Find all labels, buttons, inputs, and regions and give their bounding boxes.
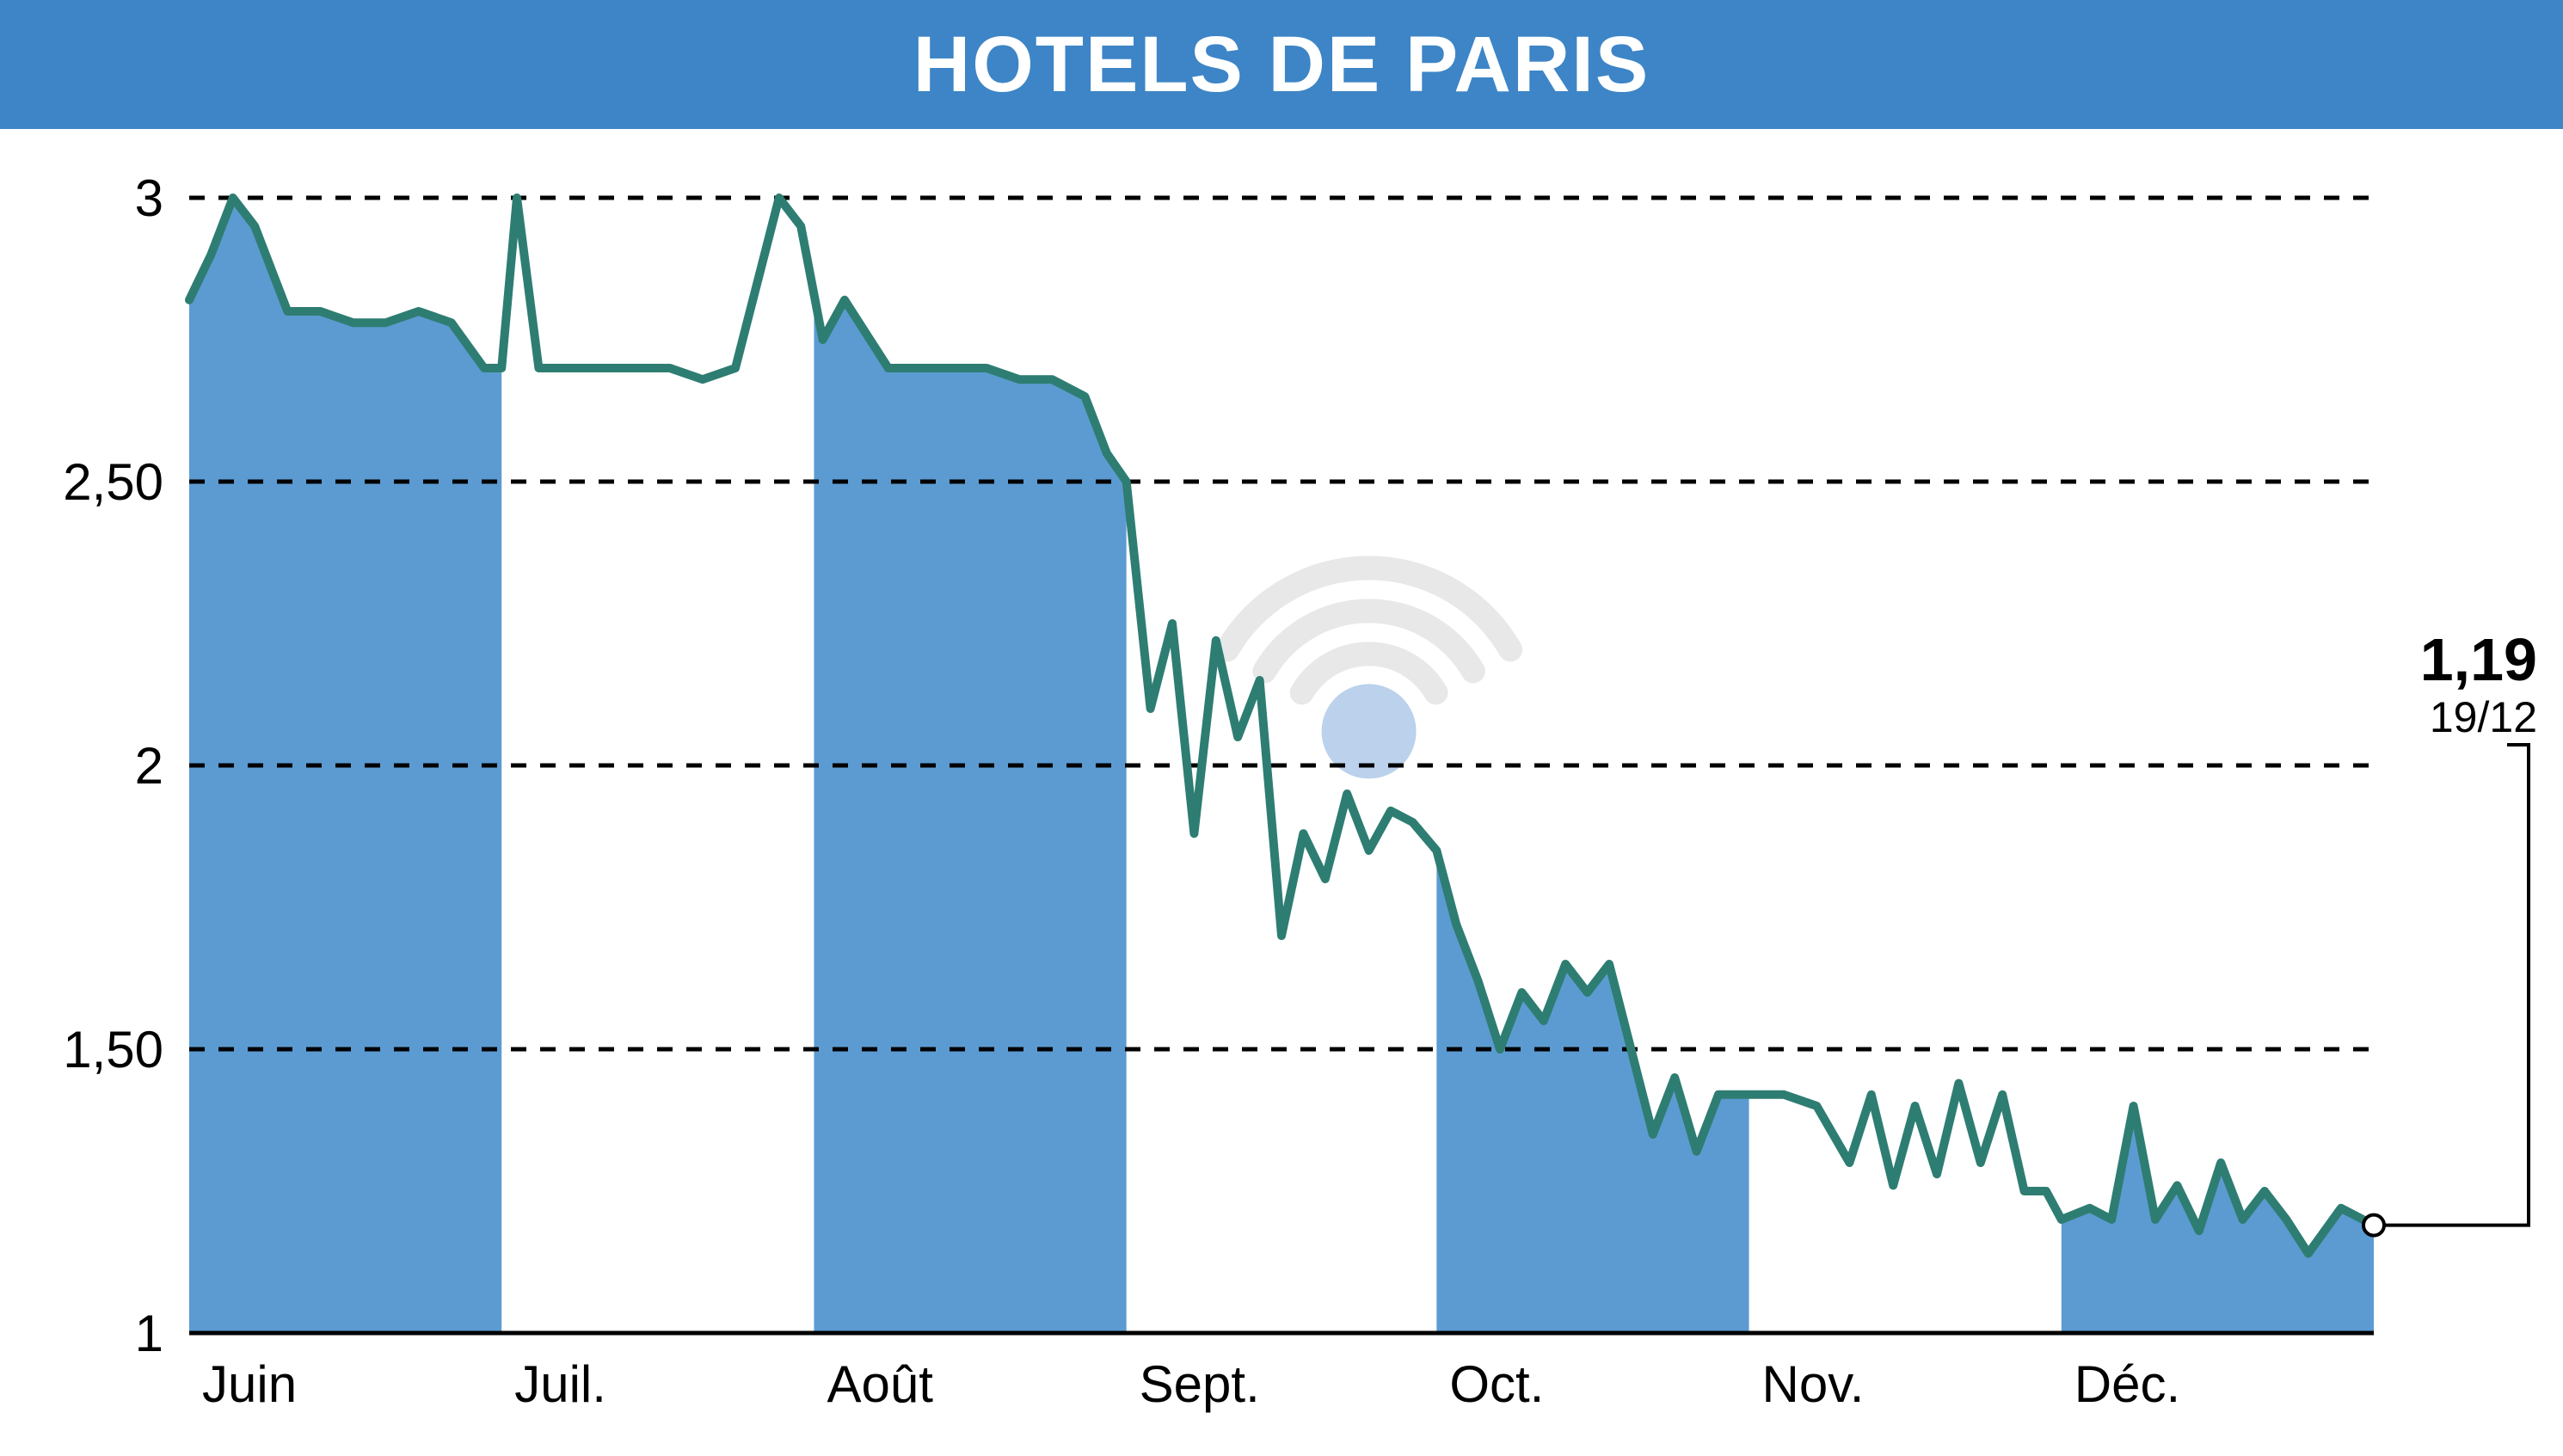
x-month-label: Nov. xyxy=(1762,1355,1865,1413)
chart-title: HOTELS DE PARIS xyxy=(913,21,1650,108)
chart-area: 1 1,50 2 2,50 3 Juin Juil. Août Sept. Oct. Nov. Déc… xyxy=(0,129,2563,1456)
stock-chart: 1 1,50 2 2,50 3 Juin Juil. Août Sept. Oct. Nov. Déc… xyxy=(0,129,2563,1456)
y-tick-label: 1 xyxy=(135,1305,163,1362)
x-month-label: Oct. xyxy=(1449,1355,1544,1413)
x-month-label: Déc. xyxy=(2074,1355,2180,1413)
last-date-label: 19/12 xyxy=(2430,693,2537,741)
y-tick-label: 2 xyxy=(135,737,163,795)
x-month-label: Juil. xyxy=(514,1355,606,1413)
last-point-marker xyxy=(2363,1215,2384,1236)
y-tick-label: 3 xyxy=(135,169,163,227)
callout-bracket xyxy=(2384,745,2529,1226)
x-month-label: Sept. xyxy=(1140,1355,1260,1413)
chart-title-bar: HOTELS DE PARIS xyxy=(0,0,2563,129)
x-month-label: Août xyxy=(827,1355,933,1413)
y-tick-label: 1,50 xyxy=(63,1021,163,1078)
y-tick-label: 2,50 xyxy=(63,453,163,511)
x-month-label: Juin xyxy=(202,1355,297,1413)
last-value-label: 1,19 xyxy=(2420,626,2537,693)
